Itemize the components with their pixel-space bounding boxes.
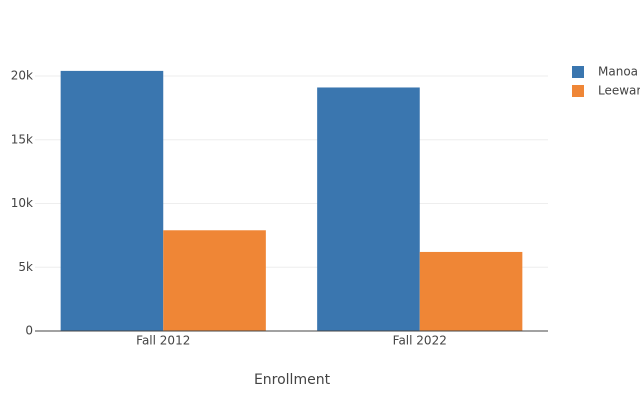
y-tick-label: 20k xyxy=(11,69,33,83)
legend-label: Leewar xyxy=(598,84,640,98)
y-tick-label: 0 xyxy=(25,324,33,338)
bar xyxy=(419,251,523,331)
legend-label: Manoa xyxy=(598,65,638,79)
bar xyxy=(163,230,266,331)
legend-swatch xyxy=(572,66,584,78)
x-tick-label: Fall 2022 xyxy=(393,334,447,348)
legend-swatch xyxy=(572,85,584,97)
x-tick-label: Fall 2012 xyxy=(136,334,190,348)
x-axis-title: Enrollment xyxy=(254,372,331,388)
y-tick-label: 15k xyxy=(11,132,33,146)
y-tick-label: 5k xyxy=(18,260,33,274)
bar xyxy=(317,87,420,331)
bar xyxy=(60,70,164,332)
y-tick-label: 10k xyxy=(11,196,33,210)
